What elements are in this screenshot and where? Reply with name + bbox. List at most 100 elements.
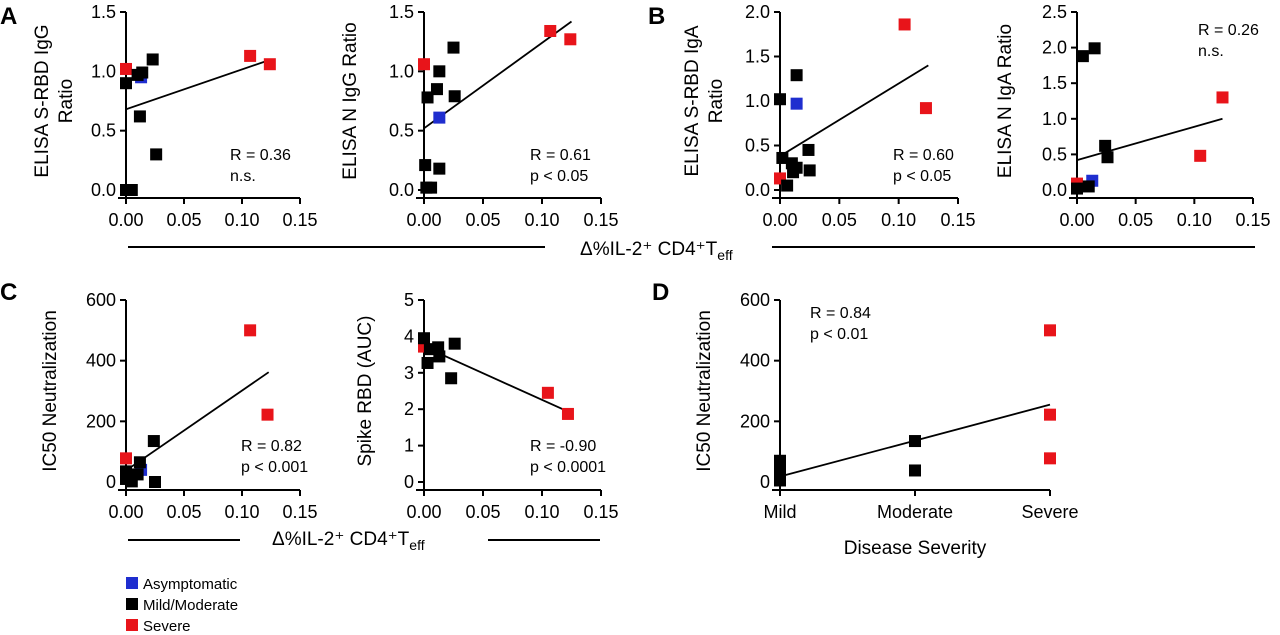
b1-ytick-label: 0.0 [745, 180, 770, 200]
a1-xtick-label: 0.00 [108, 210, 143, 230]
d-stat: p < 0.01 [810, 326, 868, 343]
b1-xtick-label: 0.00 [762, 210, 797, 230]
c2-point [433, 350, 446, 363]
a2-point [433, 111, 446, 124]
a2-point [425, 181, 438, 194]
c1-point [149, 476, 161, 488]
d-ytick-label: 0 [760, 472, 770, 492]
c1-ytick-label: 0 [106, 472, 116, 492]
b2-point [1082, 180, 1095, 193]
a1-point [125, 184, 138, 196]
c1-point [131, 468, 144, 481]
a1-point [150, 148, 163, 161]
a1-stat: R = 0.36 [230, 147, 291, 164]
d-point [1044, 408, 1056, 421]
b1-ytick-label: 1.0 [745, 91, 770, 111]
b1-ylabel: ELISA S-RBD IgA Ratio [682, 25, 727, 176]
c2-ytick-label: 1 [404, 436, 414, 456]
d-stat: R = 0.84 [810, 305, 871, 322]
d-xtick-label: Moderate [877, 502, 953, 522]
d-ytick-label: 200 [740, 411, 770, 431]
d-point [909, 464, 921, 477]
c1-stat: p < 0.001 [241, 459, 308, 476]
a1-ytick-label: 0.0 [91, 180, 116, 200]
b1-point [774, 93, 786, 106]
legend-swatch-mild-moderate [126, 598, 138, 610]
c2-ytick-label: 5 [404, 290, 414, 310]
c2-point [541, 386, 554, 399]
shared-xlabel-bottom-subscript: eff [409, 537, 424, 553]
c2-point [561, 407, 574, 420]
b1-stat: p < 0.05 [893, 168, 951, 185]
a1-xtick-label: 0.15 [282, 210, 317, 230]
c2-point [421, 356, 434, 369]
a2-xtick-label: 0.10 [524, 210, 559, 230]
panel-letter-b: B [648, 3, 665, 30]
b1-xtick-label: 0.15 [940, 210, 975, 230]
b1-point [790, 97, 803, 110]
b2-xtick-label: 0.15 [1235, 210, 1270, 230]
c1-xtick-label: 0.10 [224, 502, 259, 522]
a1-ylabel: ELISA S-RBD IgG Ratio [32, 24, 77, 177]
c1-xtick-label: 0.05 [166, 502, 201, 522]
b1-point [787, 166, 800, 179]
a2-point [419, 159, 432, 172]
b1-xtick-label: 0.10 [881, 210, 916, 230]
c1-ytick-label: 200 [86, 411, 116, 431]
d-ytick-label: 400 [740, 351, 770, 371]
b2-stat: n.s. [1198, 43, 1224, 60]
b1-point [790, 69, 803, 82]
b1-point [919, 102, 932, 115]
c1-ylabel: IC50 Neutralization [40, 310, 61, 472]
panel-letter-a: A [0, 3, 17, 30]
d-point [1044, 452, 1056, 465]
d-point [1044, 324, 1056, 337]
b2-point [1076, 50, 1089, 63]
a1-stat: n.s. [230, 168, 256, 185]
a1-ylabel-line: ELISA S-RBD IgG [32, 24, 53, 177]
b2-point [1194, 149, 1207, 162]
a2-point [433, 162, 446, 175]
c1-point [244, 324, 257, 337]
b2-xtick-label: 0.00 [1059, 210, 1094, 230]
c2-ytick-label: 0 [404, 472, 414, 492]
b1-point [898, 18, 911, 31]
b1-ytick-label: 2.0 [745, 2, 770, 22]
b2-ytick-label: 2.5 [1042, 2, 1067, 22]
a2-xtick-label: 0.15 [583, 210, 618, 230]
b2-point [1216, 91, 1229, 104]
a2-ytick-label: 0.0 [389, 180, 414, 200]
shared-xlabel-top: Δ%IL-2⁺ CD4⁺Teff [580, 239, 733, 263]
shared-xlabel-top-subscript: eff [717, 247, 732, 263]
a2-point [430, 83, 443, 96]
legend-label-asymptomatic: Asymptomatic [143, 576, 238, 593]
a1-ytick-label: 0.5 [91, 121, 116, 141]
a2-point [564, 33, 577, 46]
c1-point [120, 452, 132, 465]
b2-point [1088, 42, 1101, 55]
chart-a2: 0.0 0.5 1.0 1.5 0.00 0.05 0.10 0.15 ELISA N IgG … [340, 2, 619, 230]
b2-xtick-label: 0.05 [1118, 210, 1153, 230]
a2-point [421, 91, 434, 104]
c2-point [418, 332, 430, 345]
d-xlabel: Disease Severity [844, 538, 987, 559]
chart-b1: 0.0 0.5 1.0 1.5 2.0 0.00 0.05 0.10 0.15 ELISA S-R… [682, 2, 976, 230]
a1-point [244, 49, 257, 62]
d-ylabel-line: IC50 Neutralization [694, 310, 715, 472]
a1-ytick-label: 1.0 [91, 61, 116, 81]
a1-xtick-label: 0.05 [166, 210, 201, 230]
a2-point [544, 24, 557, 37]
legend-swatch-severe [126, 619, 138, 631]
b1-ylabel-line: Ratio [706, 79, 727, 123]
b2-point [1071, 182, 1083, 195]
a2-fit-line [423, 20, 573, 130]
a1-point [263, 58, 276, 71]
chart-d: 0 200 400 600 Mild Moderate Severe IC50 Neutral… [694, 290, 1079, 559]
c1-point [133, 456, 146, 469]
b2-point [1099, 139, 1112, 152]
c2-point [448, 337, 461, 350]
b2-point [1101, 151, 1114, 164]
c2-ytick-label: 3 [404, 363, 414, 383]
chart-a1: 0.0 0.5 1.0 1.5 0.00 0.05 0.10 0.15 ELISA S-RBD … [32, 2, 318, 230]
panel-letter-d: D [652, 279, 669, 306]
